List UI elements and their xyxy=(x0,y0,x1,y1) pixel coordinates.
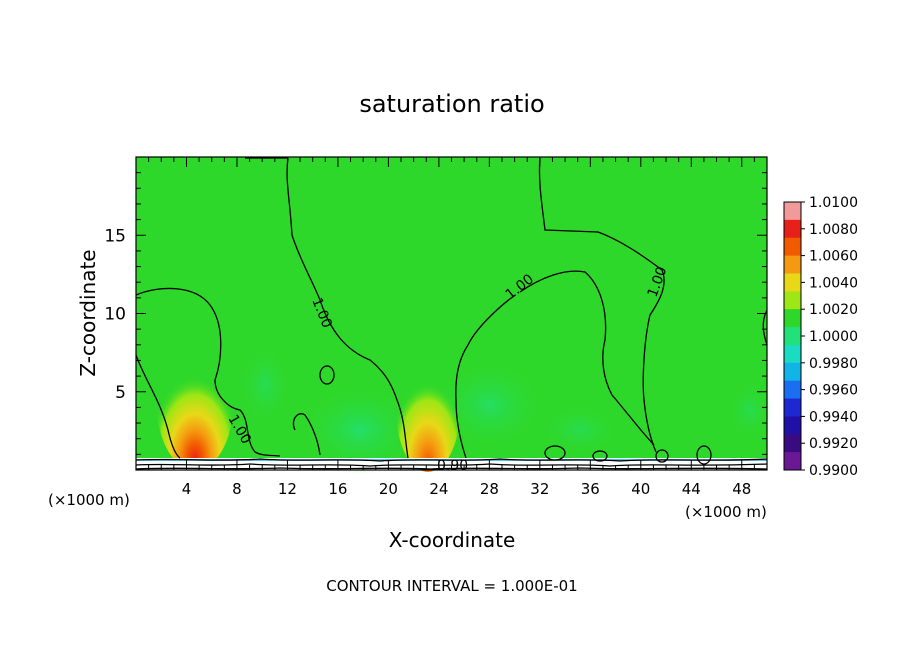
contour-line xyxy=(135,287,281,457)
contour-line xyxy=(135,354,181,459)
colorbar-swatch xyxy=(784,219,801,239)
field-cyan-region xyxy=(540,405,620,455)
colorbar-swatch xyxy=(784,273,801,292)
field-cyan-region xyxy=(728,380,772,440)
colorbar-swatch xyxy=(784,344,801,364)
x-unit-right: (×1000 m) xyxy=(685,503,767,521)
colorbar-label: 0.9920 xyxy=(809,436,858,452)
contour-lines xyxy=(135,157,768,470)
contour-line xyxy=(135,458,768,462)
contour-label: 0.90 xyxy=(437,458,468,474)
contour-line xyxy=(135,463,768,467)
colorbar-label: 1.0020 xyxy=(809,302,858,318)
field-cyan-region xyxy=(300,385,420,475)
y-tick-label: 5 xyxy=(115,383,126,403)
colorbar-swatch xyxy=(784,362,801,382)
colorbar-swatch xyxy=(784,398,801,417)
contour-line xyxy=(286,157,409,459)
contour-line xyxy=(135,467,768,470)
x-tick-label: 4 xyxy=(182,480,192,498)
field-cyan-region xyxy=(435,360,545,450)
colorbar-swatch xyxy=(784,416,801,435)
x-tick-label: 48 xyxy=(732,480,751,498)
contour-line xyxy=(538,157,665,453)
colorbar-label: 1.0100 xyxy=(809,195,858,211)
colorbar: 1.0100 1.0080 1.0060 1.0040 1.0020 1.0000 0.99… xyxy=(783,195,858,479)
y-axis-label: Z-coordinate xyxy=(76,249,100,376)
colorbar-swatch xyxy=(784,434,801,453)
chart-title: saturation ratio xyxy=(359,90,544,118)
colorbar-label: 0.9980 xyxy=(809,356,858,372)
contour-line xyxy=(455,294,516,459)
colorbar-swatch xyxy=(784,202,801,221)
colorbar-label: 1.0040 xyxy=(809,275,858,291)
colorbar-swatch xyxy=(784,452,801,471)
x-axis: 4 8 12 16 20 24 28 32 36 40 44 48 xyxy=(148,157,755,498)
contour-line xyxy=(696,445,712,465)
x-tick-label: 40 xyxy=(631,480,650,498)
x-unit-left: (×1000 m) xyxy=(48,491,130,509)
x-axis-label: X-coordinate xyxy=(389,528,516,552)
x-tick-label: 36 xyxy=(581,480,600,498)
x-tick-label: 32 xyxy=(530,480,549,498)
colorbar-label: 0.9940 xyxy=(809,409,858,425)
colorbar-swatch xyxy=(784,237,801,257)
colorbar-swatch xyxy=(784,327,801,346)
colorbar-swatch xyxy=(784,291,801,310)
x-tick-label: 44 xyxy=(682,480,701,498)
colorbar-label: 1.0080 xyxy=(809,222,858,238)
colorbar-label: 1.0000 xyxy=(809,329,858,345)
y-axis: 5 10 15 xyxy=(104,172,767,455)
x-tick-label: 28 xyxy=(480,480,499,498)
colorbar-label: 0.9960 xyxy=(809,383,858,399)
contour-line xyxy=(519,270,655,446)
contour-line xyxy=(319,365,335,385)
x-tick-label: 8 xyxy=(232,480,242,498)
contour-line xyxy=(592,450,608,462)
field-cyan-region xyxy=(240,345,290,425)
colorbar-label: 0.9900 xyxy=(809,463,858,479)
x-tick-label: 16 xyxy=(328,480,347,498)
contour-line xyxy=(655,449,669,463)
colorbar-swatch xyxy=(784,255,801,274)
contour-interval-note: CONTOUR INTERVAL = 1.000E-01 xyxy=(326,577,577,595)
hotspot-left xyxy=(157,340,233,470)
x-tick-label: 20 xyxy=(379,480,398,498)
plot-area: 1.00 1.00 1.00 1.00 0.90 xyxy=(135,156,772,475)
contour-line xyxy=(762,309,768,346)
contour-line xyxy=(292,413,321,456)
x-tick-label: 12 xyxy=(278,480,297,498)
x-tick-label: 24 xyxy=(429,480,448,498)
y-tick-label: 15 xyxy=(104,226,126,246)
colorbar-label: 1.0060 xyxy=(809,249,858,265)
hotspot-right xyxy=(396,348,460,472)
y-tick-label: 10 xyxy=(104,305,126,325)
colorbar-swatch xyxy=(784,380,801,400)
colorbar-swatch xyxy=(784,309,801,328)
